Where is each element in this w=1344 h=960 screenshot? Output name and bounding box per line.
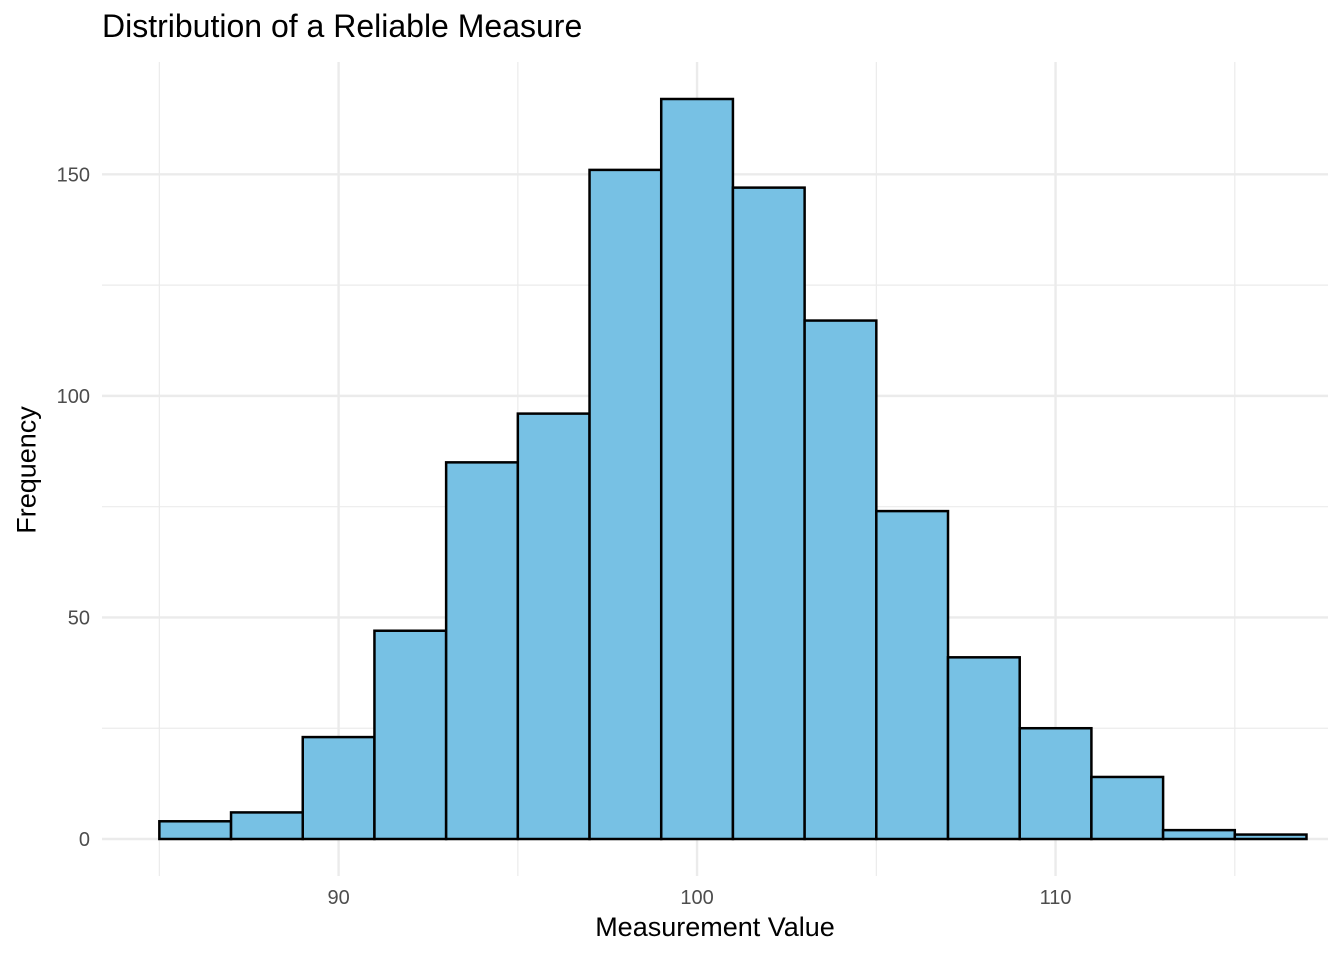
histogram-bar: [158, 820, 233, 841]
y-tick-labels: 0 50 100 150: [57, 164, 90, 851]
histogram-bar: [1018, 726, 1093, 841]
histogram-bar: [1161, 828, 1237, 841]
histogram-bar: [731, 186, 806, 841]
histogram-bar: [803, 319, 878, 841]
chart-title: Distribution of a Reliable Measure: [102, 8, 583, 44]
histogram-bar: [946, 656, 1021, 841]
histogram-bar: [516, 412, 591, 841]
histogram-bar: [301, 735, 376, 841]
x-tick-label: 100: [680, 887, 713, 909]
y-tick-label: 50: [68, 607, 90, 629]
x-tick-label: 90: [327, 887, 349, 909]
x-axis-title: Measurement Value: [595, 912, 835, 942]
histogram-bar: [444, 461, 520, 841]
y-tick-label: 150: [57, 164, 90, 186]
y-tick-label: 0: [79, 829, 90, 851]
histogram-bar: [1233, 833, 1308, 841]
histogram-bars: [158, 97, 1308, 841]
histogram-bar: [875, 509, 950, 841]
x-tick-label: 110: [1040, 887, 1072, 909]
y-tick-label: 100: [57, 386, 90, 408]
histogram-bar: [1090, 775, 1165, 841]
histogram-bar: [229, 811, 304, 841]
histogram-bar: [588, 168, 663, 841]
x-tick-labels: 90 100 110: [327, 887, 1071, 909]
histogram-bar: [373, 629, 448, 841]
histogram-bar: [659, 97, 735, 841]
y-axis-title: Frequency: [11, 406, 42, 534]
